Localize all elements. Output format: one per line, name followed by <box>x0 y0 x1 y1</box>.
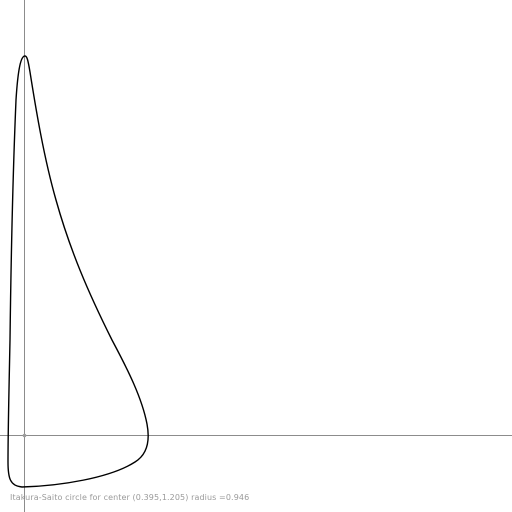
origin-marker <box>22 433 27 438</box>
itakura-saito-curve <box>7 55 149 488</box>
plot-caption: Itakura-Saito circle for center (0.395,1… <box>10 493 250 502</box>
